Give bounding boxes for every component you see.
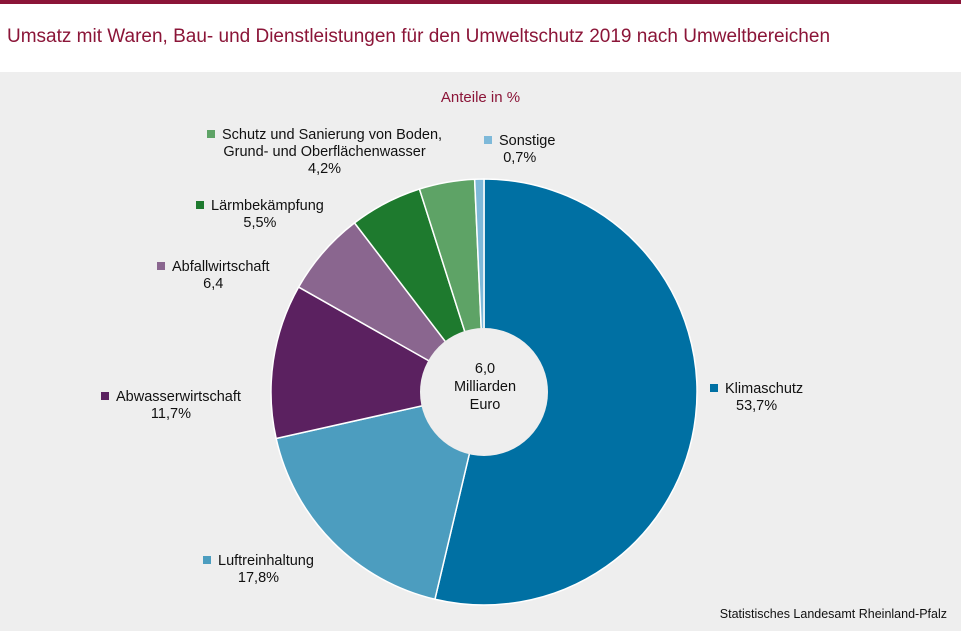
label-name: Luftreinhaltung bbox=[218, 553, 314, 569]
label-value: 5,5% bbox=[243, 215, 277, 231]
donut-hole bbox=[420, 328, 548, 456]
label-value: 17,8% bbox=[237, 570, 280, 586]
label-name-line-2: Grund- und Oberflächenwasser bbox=[223, 144, 426, 160]
label-name: Klimaschutz bbox=[725, 381, 804, 397]
legend-swatch bbox=[101, 392, 109, 400]
label-abfallwirtschaft: Abfallwirtschaft 6,4 bbox=[157, 259, 270, 293]
legend-swatch bbox=[484, 136, 492, 144]
center-line-2: Milliarden bbox=[453, 379, 517, 395]
label-laermbekaempfung: Lärmbekämpfung 5,5% bbox=[196, 198, 324, 232]
label-value: 11,7% bbox=[150, 406, 191, 422]
label-name: Abwasserwirtschaft bbox=[116, 389, 241, 405]
top-accent-bar bbox=[0, 0, 961, 4]
label-name: Abfallwirtschaft bbox=[172, 259, 270, 275]
legend-swatch bbox=[157, 262, 165, 270]
label-value: 0,7% bbox=[503, 150, 537, 166]
label-name-line-1: Schutz und Sanierung von Boden, bbox=[222, 127, 443, 143]
center-line-1: 6,0 bbox=[474, 361, 496, 377]
legend-swatch bbox=[207, 130, 215, 138]
label-luftreinhaltung: Luftreinhaltung 17,8% bbox=[203, 553, 314, 587]
pie-slice-0 bbox=[434, 178, 698, 606]
title-bar: Umsatz mit Waren, Bau- und Dienstleistun… bbox=[0, 4, 961, 72]
label-abwasserwirtschaft: Abwasserwirtschaft 11,7% bbox=[101, 389, 241, 423]
label-value: 6,4 bbox=[203, 276, 224, 292]
label-klimaschutz: Klimaschutz 53,7% bbox=[710, 381, 803, 415]
center-line-3: Euro bbox=[469, 397, 501, 413]
label-boden-wasser: Schutz und Sanierung von Boden, Grund- u… bbox=[207, 127, 442, 178]
chart-subtitle: Anteile in % bbox=[440, 89, 521, 106]
label-name: Lärmbekämpfung bbox=[211, 198, 324, 214]
center-total: 6,0 Milliarden Euro bbox=[435, 360, 535, 414]
legend-swatch bbox=[710, 384, 718, 392]
source-note: Statistisches Landesamt Rheinland-Pfalz bbox=[719, 607, 947, 621]
label-value: 53,7% bbox=[736, 398, 778, 414]
label-sonstige: Sonstige 0,7% bbox=[484, 133, 555, 167]
chart-title: Umsatz mit Waren, Bau- und Dienstleistun… bbox=[7, 26, 831, 47]
legend-swatch bbox=[196, 201, 204, 209]
legend-swatch bbox=[203, 556, 211, 564]
pie-slice-1 bbox=[275, 391, 486, 601]
label-name: Sonstige bbox=[499, 133, 556, 149]
label-value: 4,2% bbox=[308, 161, 342, 177]
